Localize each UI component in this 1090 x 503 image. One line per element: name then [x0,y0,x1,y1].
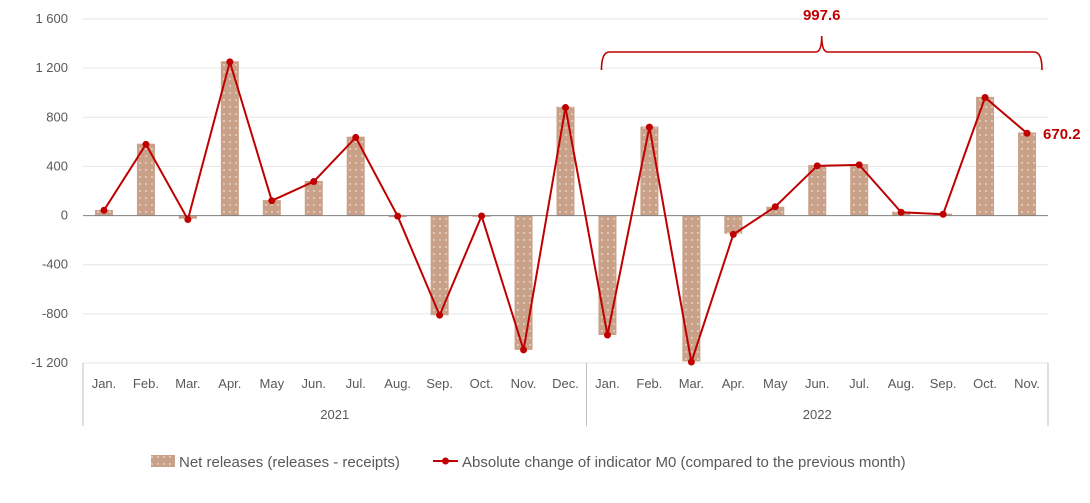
x-tick-label: Mar. [679,376,704,391]
year-label: 2022 [803,407,832,422]
y-tick-label: 400 [46,158,68,173]
bar [556,106,575,216]
line-point [352,133,360,141]
bar [640,126,659,216]
x-tick-label: Mar. [175,376,200,391]
bar [136,143,155,216]
line-point [562,103,569,111]
y-tick-label: -800 [42,306,68,321]
x-tick-label: Jul. [346,376,366,391]
line-point [771,203,779,211]
line-point [603,331,611,339]
line-point [645,123,653,131]
y-tick-label: -1 200 [31,355,68,370]
line-point [310,178,318,186]
bar [682,215,701,362]
bracket-label: 997.6 [803,7,841,24]
x-tick-label: Sep. [930,376,957,391]
line-point [100,206,108,214]
legend-bar-swatch [151,455,175,467]
x-tick-label: Jul. [849,376,869,391]
bar [220,61,239,216]
line-point [226,58,234,66]
line-point [478,212,486,220]
x-tick-label: Apr. [722,376,745,391]
x-tick-label: May [260,376,285,391]
year-label: 2021 [320,407,349,422]
line-point [729,230,737,238]
x-tick-label: Jan. [595,376,620,391]
x-tick-label: Sep. [426,376,453,391]
line-point [897,208,905,216]
line-point [855,161,863,169]
bar [724,215,743,234]
x-tick-label: Oct. [470,376,494,391]
line-point [813,162,821,170]
line-series [100,58,1031,366]
line-point [1023,129,1031,137]
y-tick-label: 1 600 [35,11,68,26]
legend-line-label: Absolute change of indicator M0 (compare… [462,454,906,471]
line-point [436,311,444,319]
legend-bar-label: Net releases (releases - receipts) [179,454,400,471]
x-tick-label: Apr. [218,376,241,391]
bar [976,96,995,216]
y-tick-label: 0 [61,208,68,223]
x-tick-label: Aug. [384,376,411,391]
bar [1018,132,1037,216]
x-tick-label: Jun. [805,376,830,391]
bar [766,206,785,216]
bar [346,136,365,216]
bar [850,164,869,216]
bar [514,215,533,350]
line-point [268,197,276,205]
bracket-annotation: 997.6 [600,7,1043,71]
x-tick-label: Nov. [511,376,537,391]
x-tick-label: Nov. [1014,376,1040,391]
x-tick-label: Oct. [973,376,997,391]
bar [808,165,827,216]
legend-line-marker [442,457,449,465]
y-tick-label: 800 [46,109,68,124]
bar [598,215,617,335]
bar [262,200,281,216]
x-tick-label: Jun. [301,376,326,391]
y-axis-ticks: -1 200 -800 -400 0 400 800 1 200 1 600 [31,11,68,370]
line-point [687,358,695,366]
line-point [981,94,989,102]
line-point [184,216,192,224]
x-tick-label: Feb. [636,376,662,391]
x-tick-label: Dec. [552,376,579,391]
line-point [939,210,947,218]
legend: Net releases (releases - receipts) Absol… [151,454,906,471]
last-point-label: 670.2 [1043,126,1081,143]
line-point [142,140,150,148]
line-point [394,212,402,220]
x-tick-label: May [763,376,788,391]
y-tick-label: 1 200 [35,60,68,75]
y-tick-label: -400 [42,257,68,272]
bar [304,180,323,216]
bar [430,215,449,316]
x-tick-label: Feb. [133,376,159,391]
x-tick-label: Jan. [92,376,117,391]
x-tick-label: Aug. [888,376,915,391]
x-axis: Jan. Feb. Mar. Apr. May Jun. Jul. Aug. Sep. Oct. N… [82,363,1049,426]
bracket-shape [600,35,1043,71]
line-point [520,346,528,354]
